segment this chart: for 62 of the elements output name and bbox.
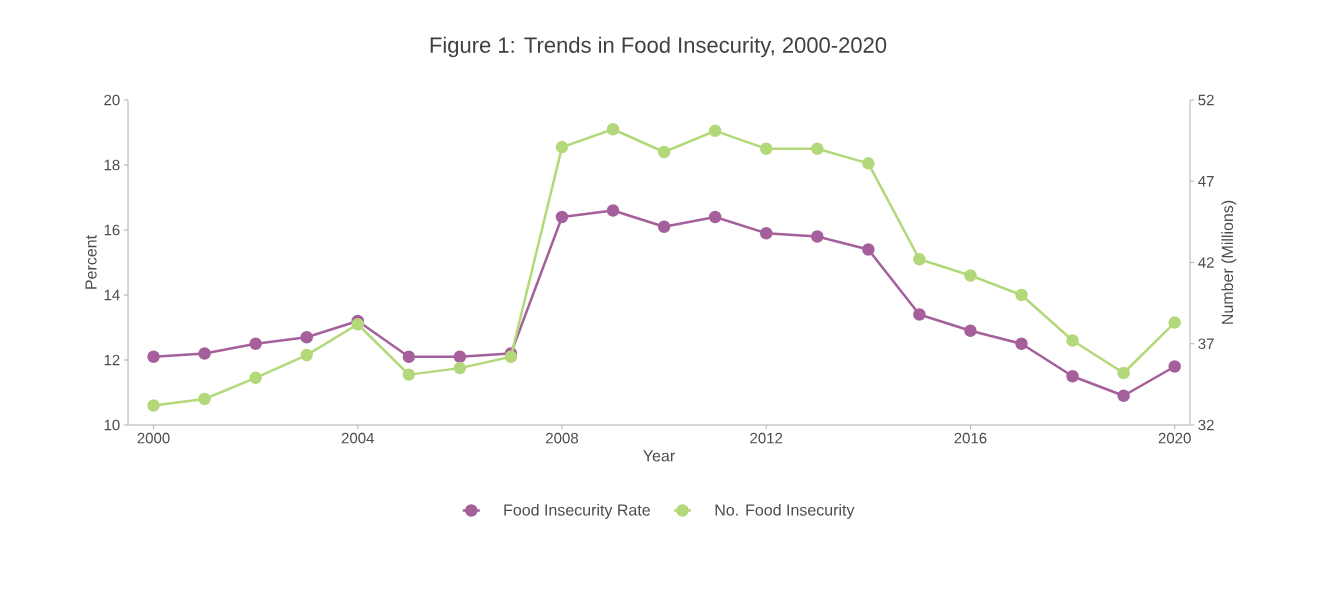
point bbox=[555, 140, 569, 154]
point bbox=[1066, 334, 1079, 347]
point bbox=[1015, 288, 1028, 302]
y2-tick-label: 52 bbox=[1198, 94, 1214, 106]
point bbox=[606, 204, 620, 217]
x-tick-label: 2016 bbox=[954, 432, 987, 444]
point bbox=[964, 269, 977, 282]
y-tick-label: 16 bbox=[104, 224, 120, 236]
y-tick-label: 10 bbox=[104, 419, 120, 431]
y2-tick-label: 42 bbox=[1198, 257, 1214, 268]
point bbox=[300, 348, 313, 362]
point bbox=[402, 368, 416, 381]
point bbox=[453, 361, 467, 375]
point bbox=[708, 210, 722, 224]
x-axis-title: Year bbox=[643, 450, 675, 462]
point bbox=[862, 157, 875, 170]
point bbox=[811, 142, 824, 155]
point bbox=[1117, 389, 1130, 402]
y-axis-title: Percent bbox=[85, 235, 97, 289]
point bbox=[351, 318, 365, 331]
point bbox=[147, 399, 160, 412]
point bbox=[1117, 366, 1130, 380]
point bbox=[913, 308, 926, 321]
x-tick-label: 2000 bbox=[137, 432, 170, 444]
point bbox=[708, 124, 722, 138]
y-tick-label: 14 bbox=[104, 289, 120, 301]
point bbox=[453, 350, 467, 363]
point bbox=[249, 337, 262, 350]
y-tick-label: 20 bbox=[104, 94, 120, 106]
point bbox=[811, 230, 824, 243]
legend-label: No. Food Insecurity bbox=[715, 503, 855, 519]
y2-tick-label: 32 bbox=[1198, 419, 1214, 431]
point bbox=[759, 142, 773, 155]
y2-tick-label: 47 bbox=[1198, 176, 1214, 187]
point bbox=[657, 220, 671, 233]
point bbox=[1168, 360, 1181, 373]
point bbox=[913, 253, 926, 266]
legend-label: Food Insecurity Rate bbox=[504, 503, 650, 519]
x-tick-label: 2004 bbox=[341, 432, 374, 444]
point bbox=[198, 392, 211, 406]
point bbox=[249, 371, 262, 385]
x-tick-label: 2012 bbox=[750, 432, 783, 444]
point bbox=[862, 243, 875, 256]
point bbox=[198, 347, 211, 360]
y-tick-label: 12 bbox=[104, 354, 120, 366]
y2-tick-label: 37 bbox=[1198, 338, 1214, 350]
y2-axis-title: Number (Millions) bbox=[1221, 200, 1237, 324]
y-tick-label: 18 bbox=[104, 159, 120, 171]
x-tick-label: 2008 bbox=[546, 432, 579, 444]
x-tick-label: 2020 bbox=[1158, 432, 1191, 444]
point bbox=[1168, 316, 1181, 329]
point bbox=[1066, 370, 1079, 383]
point bbox=[555, 210, 569, 224]
point bbox=[402, 350, 416, 363]
point bbox=[964, 324, 977, 337]
point bbox=[759, 227, 773, 240]
chart-title: Figure 1: Trends in Food Insecurity, 2000-2020 bbox=[430, 36, 887, 58]
point bbox=[1015, 337, 1028, 350]
point bbox=[606, 122, 620, 136]
point bbox=[147, 350, 160, 363]
point bbox=[657, 145, 671, 159]
point bbox=[300, 331, 313, 344]
